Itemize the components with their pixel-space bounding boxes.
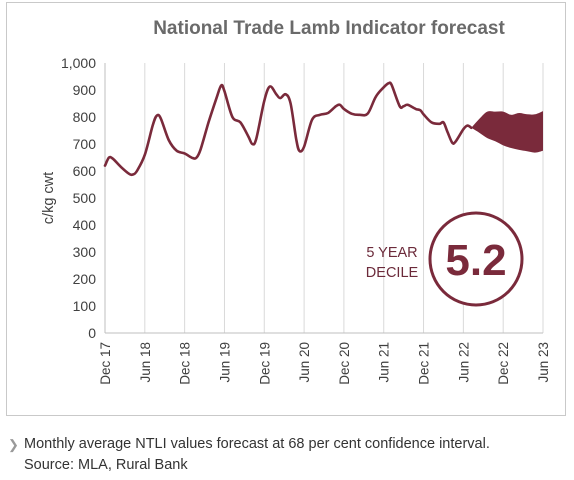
x-tick-label: Jun 21: [377, 342, 392, 383]
decile-label-line1: 5 YEAR: [366, 245, 417, 261]
chart-svg: Dec 17 Jun 18 Dec 18 Jun 19 Dec 19 Jun 20 Dec …: [41, 18, 551, 385]
y-tick-label: 300: [73, 244, 97, 260]
decile-circle: [428, 211, 524, 307]
decile-value: 5.2: [445, 236, 506, 285]
y-tick-label: 200: [73, 271, 97, 287]
x-tick-label: Dec 22: [496, 342, 511, 385]
y-tick-label: 800: [73, 109, 97, 125]
y-tick-label: 900: [73, 82, 97, 98]
y-tick-label: 1,000: [61, 55, 96, 71]
y-tick-label: 0: [88, 325, 96, 341]
ntli-series-line: [103, 81, 473, 177]
series-layer: [103, 81, 543, 177]
label-layer: National Trade Lamb Indicator forecast 5 …: [153, 18, 524, 307]
footnote: ❯ Monthly average NTLI values forecast a…: [8, 434, 568, 476]
x-tick-label: Jun 18: [138, 342, 153, 383]
y-tick-label: 100: [73, 298, 97, 314]
chart-title: National Trade Lamb Indicator forecast: [153, 18, 505, 39]
x-tick-label: Jun 19: [217, 342, 232, 383]
y-tick-label: 400: [73, 217, 97, 233]
x-tick-label: Jun 23: [536, 342, 551, 383]
x-tick-label: Dec 19: [257, 342, 272, 385]
y-axis-title: c/kg cwt: [41, 172, 57, 224]
chevron-right-icon: ❯: [8, 437, 19, 452]
y-tick-label: 500: [73, 190, 97, 206]
x-tick-label: Jun 22: [456, 342, 471, 383]
chart-frame: Dec 17 Jun 18 Dec 18 Jun 19 Dec 19 Jun 20 Dec …: [6, 2, 566, 416]
axis-layer: Dec 17 Jun 18 Dec 18 Jun 19 Dec 19 Jun 20 Dec …: [41, 55, 551, 385]
forecast-band: [471, 111, 543, 153]
x-tick-label: Dec 18: [178, 342, 193, 385]
y-tick-label: 700: [73, 136, 97, 152]
x-tick-label: Dec 21: [417, 342, 432, 385]
y-tick-label: 600: [73, 163, 97, 179]
footnote-source: Source: MLA, Rural Bank: [24, 457, 188, 473]
decile-label-line2: DECILE: [366, 265, 419, 281]
footnote-line-1: ❯ Monthly average NTLI values forecast a…: [8, 434, 568, 455]
footnote-text: Monthly average NTLI values forecast at …: [24, 436, 490, 452]
x-tick-label: Dec 20: [337, 342, 352, 385]
x-tick-label: Jun 20: [297, 342, 312, 383]
x-tick-label: Dec 17: [98, 342, 113, 385]
